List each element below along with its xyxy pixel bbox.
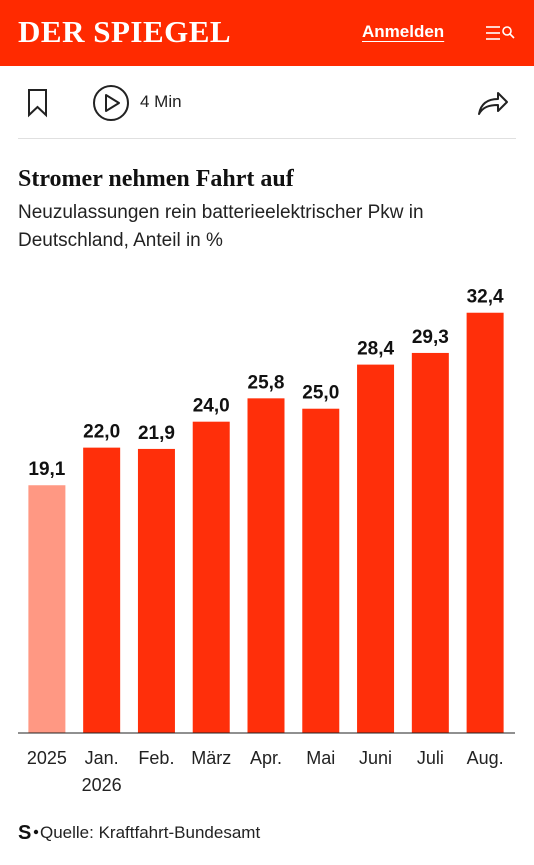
value-label: 28,4 bbox=[357, 339, 394, 360]
x-tick-label-line: Jan. bbox=[85, 748, 119, 768]
bar bbox=[137, 448, 175, 733]
value-label: 32,4 bbox=[467, 287, 504, 308]
play-icon[interactable] bbox=[92, 84, 130, 122]
value-label: 24,0 bbox=[193, 396, 230, 417]
x-tick-label: Mai bbox=[306, 748, 335, 768]
reading-time: 4 Min bbox=[140, 92, 182, 111]
divider bbox=[18, 138, 516, 139]
x-tick-label: März bbox=[191, 748, 231, 768]
logo[interactable]: DER SPIEGEL bbox=[18, 14, 232, 49]
x-tick-label: Juli bbox=[417, 748, 444, 768]
bar bbox=[302, 408, 340, 733]
share-icon[interactable] bbox=[476, 88, 510, 118]
menu-icon[interactable] bbox=[484, 24, 518, 44]
x-tick-label: Feb. bbox=[138, 748, 174, 768]
bar bbox=[247, 398, 285, 733]
source-logo: S bbox=[18, 822, 31, 844]
value-label: 29,3 bbox=[412, 327, 449, 348]
chart-title: Stromer nehmen Fahrt auf bbox=[18, 166, 294, 192]
source-dot bbox=[33, 829, 39, 835]
x-tick-label: 2025 bbox=[27, 748, 67, 768]
chart-subtitle: Neuzulassungen rein batterieelektrischer… bbox=[18, 202, 424, 251]
top-bar: DER SPIEGEL Anmelden bbox=[0, 0, 534, 66]
x-tick-label: Juni bbox=[359, 748, 392, 768]
bar bbox=[466, 312, 504, 733]
bar bbox=[28, 485, 66, 733]
value-label: 21,9 bbox=[138, 423, 175, 444]
login-link[interactable]: Anmelden bbox=[362, 22, 445, 41]
bar bbox=[192, 421, 230, 733]
bookmark-icon[interactable] bbox=[26, 88, 50, 118]
x-tick-label: Aug. bbox=[467, 748, 504, 768]
value-label: 25,8 bbox=[248, 372, 285, 393]
x-tick-label-line: 2026 bbox=[82, 775, 122, 795]
x-tick-label: Apr. bbox=[250, 748, 282, 768]
value-label: 25,0 bbox=[302, 383, 339, 404]
x-tick-label: Jan. 2026 bbox=[82, 748, 122, 795]
bar bbox=[83, 447, 121, 733]
bar bbox=[357, 364, 395, 733]
bar bbox=[411, 352, 449, 733]
value-label: 22,0 bbox=[83, 422, 120, 443]
value-label: 19,1 bbox=[28, 459, 65, 480]
source: Quelle: Kraftfahrt-Bundesamt bbox=[40, 823, 260, 842]
